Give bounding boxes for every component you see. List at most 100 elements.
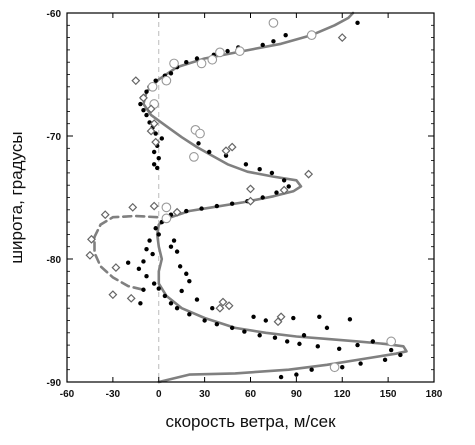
data-point-dot: [138, 301, 143, 306]
data-point-dot: [174, 249, 180, 254]
data-point-diamond: [221, 146, 231, 156]
data-point-circle: [268, 17, 279, 28]
data-point-dot: [184, 271, 189, 276]
data-point-dot: [153, 226, 158, 231]
data-point-dot: [156, 232, 161, 237]
data-point-circle: [234, 46, 245, 56]
data-point-diamond: [279, 185, 289, 195]
x-tick-label: 30: [199, 389, 211, 400]
data-point-dot: [199, 206, 204, 211]
data-point-diamond: [304, 169, 314, 179]
data-point-dot: [398, 352, 403, 358]
data-point-circle: [195, 128, 205, 139]
data-point-dot: [151, 149, 157, 155]
data-point-dot: [358, 361, 363, 366]
model-curve-line: [142, 11, 408, 384]
data-point-dot: [141, 107, 146, 113]
data-point-dot: [207, 149, 212, 155]
y-tick-label: -80: [47, 255, 62, 266]
data-point-dot: [125, 260, 131, 265]
data-point-dot: [177, 264, 183, 269]
data-point-circle: [147, 81, 158, 92]
data-point-dot: [257, 167, 262, 172]
data-point-dot: [141, 259, 146, 264]
data-point-dot: [301, 333, 307, 338]
data-point-circle: [306, 30, 317, 40]
data-point-dot: [187, 278, 192, 284]
data-point-diamond: [111, 263, 121, 273]
ticks-group: -60 -30 0 30 60 90 120 150 180 -60 -70 -80 -90: [47, 9, 443, 400]
data-point-diamond: [246, 184, 255, 194]
data-point-dot: [136, 266, 142, 272]
data-point-dot: [150, 251, 155, 257]
data-point-dot: [271, 39, 276, 44]
data-point-dot: [155, 165, 160, 171]
data-point-diamond: [146, 104, 156, 114]
data-point-dot: [151, 281, 157, 286]
data-point-dot: [171, 238, 177, 243]
data-point-diamond: [172, 207, 182, 217]
data-point-dot: [214, 203, 220, 209]
x-tick-label: 90: [291, 389, 303, 400]
data-point-dot: [184, 60, 189, 65]
data-point-dot: [225, 48, 230, 54]
data-point-dot: [144, 246, 149, 252]
data-point-dot: [281, 178, 287, 183]
data-point-dot: [194, 297, 200, 302]
x-tick-label: 0: [156, 389, 162, 400]
y-tick-label: -70: [47, 132, 62, 143]
data-point-dot: [141, 287, 146, 292]
data-point-dot: [151, 162, 157, 167]
x-axis-label: скорость ветра, м/сек: [165, 412, 336, 431]
data-point-dot: [162, 293, 168, 299]
data-point-dot: [370, 339, 376, 344]
data-point-circle: [386, 336, 397, 347]
data-point-diamond: [100, 210, 110, 220]
data-point-dot: [168, 244, 174, 249]
data-point-dot: [309, 367, 314, 372]
data-point-dot: [243, 162, 249, 167]
data-point-dot: [294, 372, 299, 377]
data-point-dot: [156, 286, 161, 291]
x-tick-label: 120: [334, 389, 351, 400]
data-point-dot: [194, 56, 200, 61]
data-point-dot: [257, 333, 262, 338]
data-point-dot: [153, 131, 158, 136]
data-point-dot: [283, 32, 288, 38]
y-axis-label: широта, градусы: [7, 131, 26, 263]
model-dashed-curve-line: [93, 214, 159, 292]
data-point-diamond: [273, 317, 283, 327]
data-point-dot: [229, 201, 235, 206]
data-point-diamond: [337, 33, 347, 43]
data-point-diamond: [139, 93, 148, 103]
data-point-diamond: [85, 250, 95, 260]
data-point-dot: [285, 339, 290, 344]
data-point-dot: [214, 321, 220, 327]
data-point-diamond: [218, 297, 228, 307]
data-point-diamond: [151, 137, 161, 147]
data-point-dot: [272, 335, 278, 340]
data-point-dot: [336, 346, 342, 351]
y-tick-label: -90: [47, 378, 62, 389]
data-point-circle: [161, 202, 172, 213]
x-tick-label: 180: [426, 389, 443, 400]
data-point-dot: [263, 318, 268, 323]
y-tick-label: -60: [47, 9, 62, 20]
data-point-diamond: [126, 293, 136, 303]
data-point-dot: [382, 357, 388, 363]
data-point-dot: [388, 347, 394, 353]
data-point-dot: [269, 170, 275, 176]
data-point-dot: [297, 341, 302, 347]
data-point-dot: [138, 101, 143, 107]
data-point-dot: [196, 141, 201, 146]
data-point-diamond: [227, 142, 237, 152]
data-point-dot: [324, 325, 330, 331]
data-point-dot: [340, 365, 345, 370]
x-tick-label: 60: [245, 389, 257, 400]
data-point-dot: [184, 208, 189, 214]
x-tick-label: -30: [106, 389, 121, 400]
data-point-diamond: [87, 234, 96, 244]
data-point-diamond: [146, 126, 156, 136]
